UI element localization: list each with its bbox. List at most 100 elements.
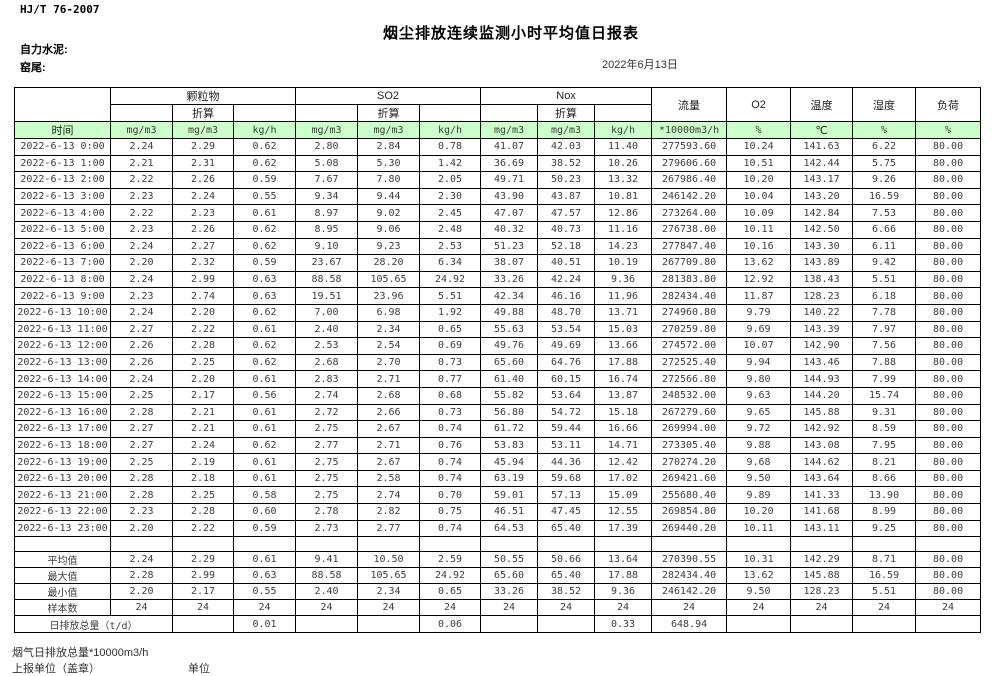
value-cell: 10.24 (726, 138, 792, 156)
reporting-unit-label: 上报单位（盖章） (12, 663, 100, 675)
value-cell: 9.36 (594, 270, 653, 289)
value-cell: 10.16 (726, 237, 792, 256)
value-cell: 38.52 (537, 154, 596, 173)
value-cell: 2.18 (172, 469, 234, 488)
value-cell: 2.26 (172, 220, 234, 239)
summary-label-cell: 最小值 (14, 583, 111, 601)
value-cell: 2.53 (419, 237, 482, 256)
value-cell: 11.96 (594, 287, 653, 305)
value-cell: 56.80 (480, 403, 539, 422)
value-cell (172, 536, 234, 553)
value-cell: 282434.40 (651, 287, 728, 305)
value-cell: 143.46 (790, 353, 854, 372)
value-cell: 15.18 (594, 403, 653, 422)
value-cell: 0.62 (232, 237, 297, 256)
value-cell: 24 (357, 599, 421, 617)
value-cell: 5.75 (852, 154, 917, 173)
value-cell: 65.40 (537, 567, 596, 585)
value-cell (852, 536, 917, 553)
value-cell: 246142.20 (651, 187, 728, 206)
value-cell: 0.62 (232, 436, 297, 455)
value-cell (295, 615, 359, 634)
value-cell: 49.69 (537, 337, 596, 355)
value-cell: 12.92 (726, 270, 792, 289)
report-date: 2022年6月13日 (602, 59, 678, 71)
table-row: 2022-6-13 16:00 2.28 2.21 0.61 2.72 2.66 0.73 5… (14, 403, 982, 422)
value-cell: 1.92 (419, 303, 482, 322)
value-cell: 2.99 (172, 567, 234, 585)
value-cell: 145.88 (790, 567, 854, 585)
table-row: 2022-6-13 21:00 2.28 2.25 0.58 2.75 2.74 0.70 5… (14, 486, 982, 505)
value-cell: 80.00 (915, 403, 982, 422)
value-cell: 80.00 (915, 469, 982, 488)
summary-row: 最小值 2.20 2.17 0.55 2.40 2.34 0.65 33.26 38.52 9.3… (14, 583, 982, 601)
value-cell: 1.42 (419, 154, 482, 173)
value-cell: 42.24 (537, 270, 596, 289)
value-cell: 0.75 (419, 503, 482, 521)
value-cell (357, 536, 421, 553)
value-cell: 2.77 (295, 436, 359, 455)
value-cell: 2.30 (419, 187, 482, 206)
value-cell: 80.00 (915, 353, 982, 372)
value-cell: 0.61 (232, 420, 297, 438)
value-cell: 2.75 (295, 486, 359, 505)
value-cell: 0.59 (232, 171, 297, 189)
unit-cell: kg/h (594, 121, 653, 139)
converted-header-row: 折算 折算 折算 (15, 104, 981, 122)
value-cell: 0.63 (232, 567, 297, 585)
value-cell: 2.28 (110, 469, 173, 488)
value-cell: 2.27 (110, 320, 173, 339)
value-cell (295, 536, 359, 553)
value-cell: 267279.60 (651, 403, 728, 422)
value-cell: 2.28 (110, 403, 173, 422)
value-cell: 144.93 (790, 370, 854, 388)
value-cell: 80.00 (915, 154, 982, 173)
value-cell: 48.70 (537, 303, 596, 322)
table-row: 2022-6-13 14:00 2.24 2.20 0.61 2.83 2.71 0.77 6… (14, 370, 982, 388)
standard-number: HJ/T 76-2007 (20, 3, 100, 16)
o2-header: O2 (726, 87, 792, 122)
value-cell (651, 536, 728, 553)
value-cell: 273264.00 (651, 204, 728, 222)
value-cell: 2.67 (357, 420, 421, 438)
value-cell: 2.05 (419, 171, 482, 189)
nox-converted-header: 折算 (537, 104, 596, 122)
value-cell: 15.74 (852, 386, 917, 405)
value-cell: 9.65 (726, 403, 792, 422)
value-cell: 13.71 (594, 303, 653, 322)
spacer-row (14, 536, 982, 553)
value-cell: 2.25 (172, 486, 234, 505)
value-cell: 2.27 (110, 436, 173, 455)
value-cell: 274960.80 (651, 303, 728, 322)
table-row: 2022-6-13 10:00 2.24 2.20 0.62 7.00 6.98 1.92 4… (14, 303, 982, 322)
value-cell: 9.80 (726, 370, 792, 388)
table-row: 2022-6-13 0:00 2.24 2.29 0.62 2.80 2.84 0.78 41… (14, 138, 982, 156)
table-row: 2022-6-13 15:00 2.25 2.17 0.56 2.74 2.68 0.68 5… (14, 386, 982, 405)
time-cell: 2022-6-13 13:00 (14, 353, 111, 372)
value-cell: 64.76 (537, 353, 596, 372)
value-cell: 2.17 (172, 583, 234, 601)
value-cell: 2.82 (357, 503, 421, 521)
value-cell: 33.26 (480, 270, 539, 289)
value-cell: 24 (790, 599, 854, 617)
value-cell: 5.51 (419, 287, 482, 305)
load-header: 负荷 (915, 87, 982, 122)
value-cell: 61.72 (480, 420, 539, 438)
value-cell: 49.71 (480, 171, 539, 189)
table-row: 2022-6-13 4:00 2.22 2.23 0.61 8.97 9.02 2.45 47… (14, 204, 982, 222)
unit-cell: mg/m3 (295, 121, 359, 139)
value-cell: 144.62 (790, 453, 854, 471)
value-cell: 24 (295, 599, 359, 617)
value-cell: 88.58 (295, 567, 359, 585)
value-cell: 15.03 (594, 320, 653, 339)
value-cell: 142.44 (790, 154, 854, 173)
value-cell: 2.28 (110, 567, 173, 585)
value-cell: 128.23 (790, 287, 854, 305)
value-cell: 9.44 (357, 187, 421, 206)
time-cell: 2022-6-13 11:00 (14, 320, 111, 339)
value-cell: 2.34 (357, 583, 421, 601)
time-cell: 2022-6-13 16:00 (14, 403, 111, 422)
value-cell: 8.71 (852, 551, 917, 569)
so2-converted-header: 折算 (357, 104, 421, 122)
unit-header-row: 时间 mg/m3 mg/m3 kg/h mg/m3 mg/m3 kg/h mg/… (14, 121, 982, 139)
